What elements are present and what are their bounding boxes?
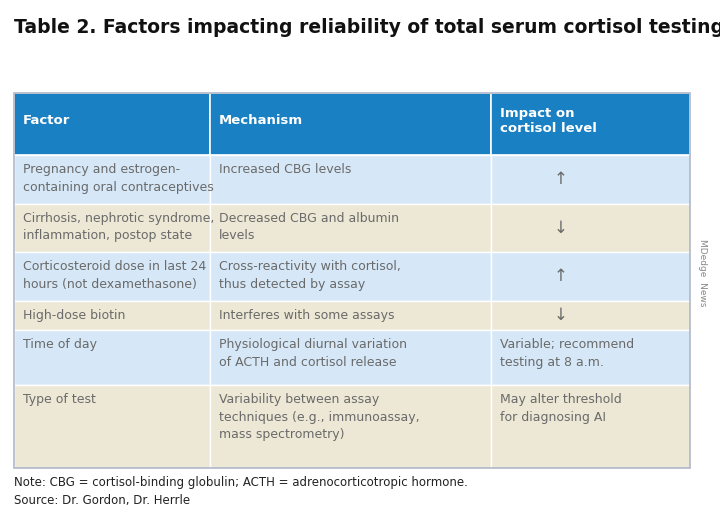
Text: Decreased CBG and albumin
levels: Decreased CBG and albumin levels xyxy=(219,212,399,242)
Text: ↑: ↑ xyxy=(554,267,567,285)
Bar xyxy=(210,300,490,331)
Bar xyxy=(14,252,210,300)
Text: Mechanism: Mechanism xyxy=(219,115,303,127)
Bar xyxy=(210,203,490,252)
Bar xyxy=(14,331,210,385)
Bar xyxy=(490,203,690,252)
Text: Factor: Factor xyxy=(23,115,71,127)
Bar xyxy=(14,155,210,203)
Text: Increased CBG levels: Increased CBG levels xyxy=(219,163,351,176)
Text: Corticosteroid dose in last 24
hours (not dexamethasone): Corticosteroid dose in last 24 hours (no… xyxy=(23,260,206,290)
Text: May alter threshold
for diagnosing AI: May alter threshold for diagnosing AI xyxy=(500,393,621,423)
Text: Pregnancy and estrogen-
containing oral contraceptives: Pregnancy and estrogen- containing oral … xyxy=(23,163,214,193)
Text: Cirrhosis, nephrotic syndrome,
inflammation, postop state: Cirrhosis, nephrotic syndrome, inflammat… xyxy=(23,212,215,242)
Text: ↓: ↓ xyxy=(554,219,567,237)
Text: Impact on
cortisol level: Impact on cortisol level xyxy=(500,107,596,135)
Text: Interferes with some assays: Interferes with some assays xyxy=(219,308,395,322)
Text: Note: CBG = cortisol-binding globulin; ACTH = adrenocorticotropic hormone.: Note: CBG = cortisol-binding globulin; A… xyxy=(14,476,468,489)
Bar xyxy=(14,385,210,468)
Bar xyxy=(14,93,690,468)
Text: Physiological diurnal variation
of ACTH and cortisol release: Physiological diurnal variation of ACTH … xyxy=(219,338,407,369)
Text: ↑: ↑ xyxy=(554,170,567,188)
Bar xyxy=(490,93,690,155)
Bar xyxy=(490,331,690,385)
Text: Time of day: Time of day xyxy=(23,338,97,351)
Text: Table 2. Factors impacting reliability of total serum cortisol testing: Table 2. Factors impacting reliability o… xyxy=(14,18,720,37)
Bar xyxy=(210,252,490,300)
Bar xyxy=(14,93,210,155)
Bar xyxy=(210,385,490,468)
Text: Type of test: Type of test xyxy=(23,393,96,406)
Bar xyxy=(14,300,210,331)
Bar xyxy=(210,155,490,203)
Text: High-dose biotin: High-dose biotin xyxy=(23,308,125,322)
Bar xyxy=(490,300,690,331)
Text: Cross-reactivity with cortisol,
thus detected by assay: Cross-reactivity with cortisol, thus det… xyxy=(219,260,401,290)
Bar xyxy=(490,252,690,300)
Text: MDedge  News: MDedge News xyxy=(698,239,708,307)
Bar xyxy=(14,203,210,252)
Bar xyxy=(490,385,690,468)
Text: Source: Dr. Gordon, Dr. Herrle: Source: Dr. Gordon, Dr. Herrle xyxy=(14,494,190,507)
Bar xyxy=(210,331,490,385)
Text: Variability between assay
techniques (e.g., immunoassay,
mass spectrometry): Variability between assay techniques (e.… xyxy=(219,393,420,441)
Bar xyxy=(490,155,690,203)
Text: ↓: ↓ xyxy=(554,306,567,324)
Text: Variable; recommend
testing at 8 a.m.: Variable; recommend testing at 8 a.m. xyxy=(500,338,634,369)
Bar xyxy=(210,93,490,155)
